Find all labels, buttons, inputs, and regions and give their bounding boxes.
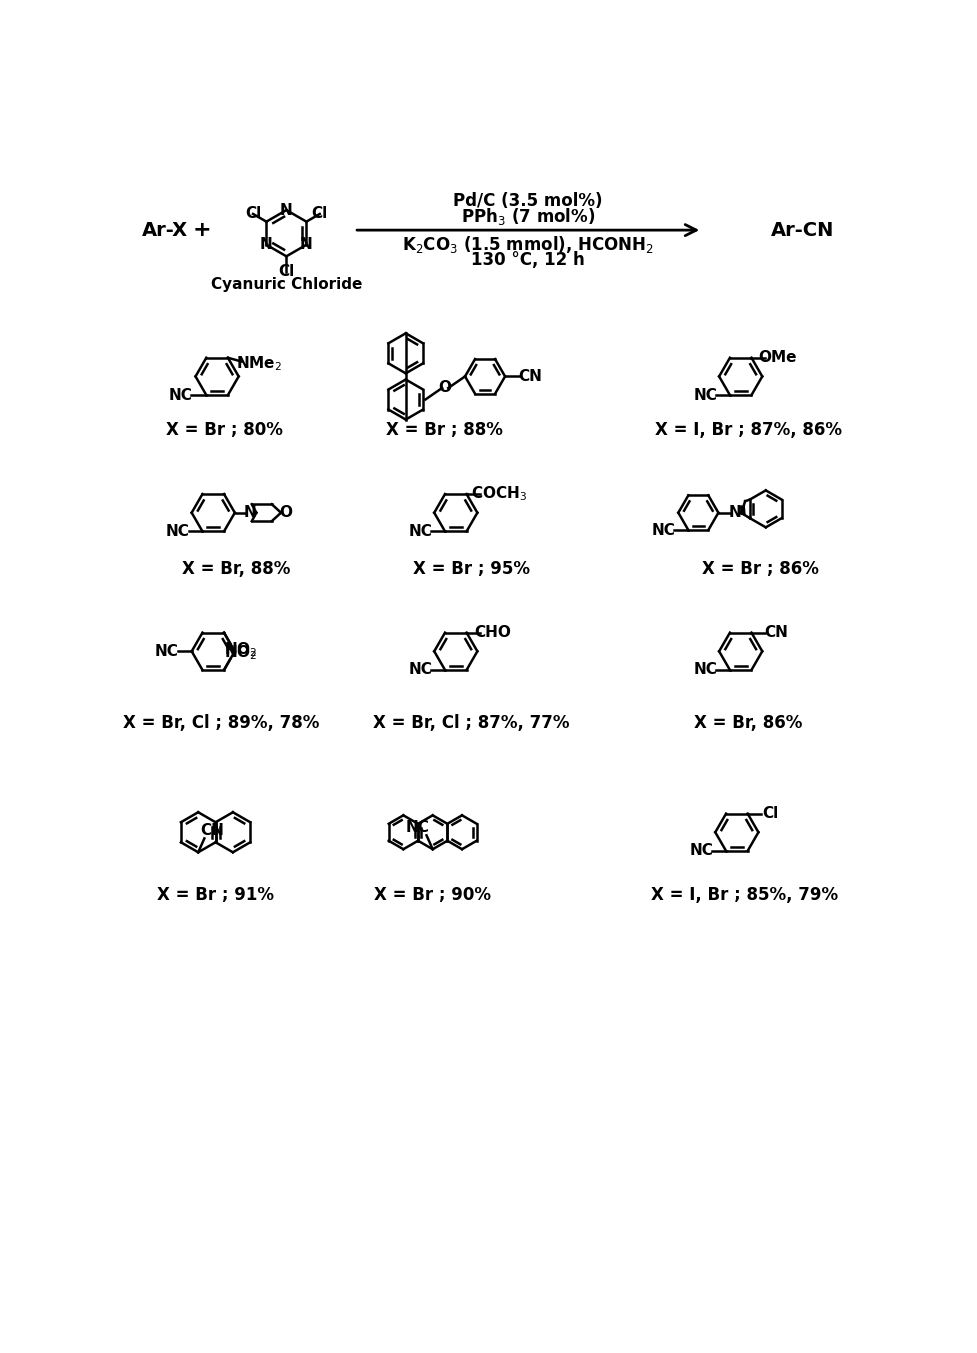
Text: X = Br ; 90%: X = Br ; 90% (374, 886, 490, 904)
Text: CN: CN (763, 625, 787, 640)
Text: Ar-CN: Ar-CN (770, 221, 833, 239)
Text: X = Br, 88%: X = Br, 88% (182, 560, 290, 578)
Text: PPh$_3$ (7 mol%): PPh$_3$ (7 mol%) (460, 206, 595, 227)
Text: NC: NC (693, 663, 716, 678)
Text: NC: NC (408, 524, 432, 538)
Text: N: N (279, 203, 292, 218)
Text: Cyanuric Chloride: Cyanuric Chloride (210, 276, 361, 291)
Text: N: N (260, 237, 273, 252)
Text: X = Br ; 95%: X = Br ; 95% (412, 560, 530, 578)
Text: X = Br ; 91%: X = Br ; 91% (157, 886, 274, 904)
Text: NC: NC (689, 843, 712, 858)
Text: X = Br, Cl ; 87%, 77%: X = Br, Cl ; 87%, 77% (372, 714, 569, 732)
Text: Ar-X: Ar-X (142, 221, 188, 239)
Text: +: + (192, 221, 211, 239)
Text: NC: NC (155, 644, 179, 659)
Text: X = I, Br ; 85%, 79%: X = I, Br ; 85%, 79% (651, 886, 837, 904)
Text: CN: CN (200, 823, 224, 839)
Text: Cl: Cl (244, 207, 261, 222)
Text: NC: NC (408, 663, 432, 678)
Text: 130 °C, 12 h: 130 °C, 12 h (471, 252, 584, 269)
Text: Cl: Cl (762, 806, 778, 821)
Text: N: N (300, 237, 313, 252)
Text: CN: CN (517, 369, 541, 384)
Text: CHO: CHO (474, 625, 511, 640)
Text: O: O (278, 505, 292, 520)
Text: K$_2$CO$_3$ (1.5 mmol), HCONH$_2$: K$_2$CO$_3$ (1.5 mmol), HCONH$_2$ (402, 234, 654, 256)
Text: NC: NC (651, 522, 675, 537)
Text: N: N (243, 505, 256, 520)
Text: X = Br ; 88%: X = Br ; 88% (385, 421, 502, 440)
Text: Cl: Cl (312, 207, 327, 222)
Text: NC: NC (169, 387, 192, 403)
Text: Cl: Cl (278, 264, 294, 279)
Text: Pd/C (3.5 mol%): Pd/C (3.5 mol%) (453, 192, 602, 210)
Text: X = Br ; 86%: X = Br ; 86% (701, 560, 818, 578)
Text: COCH$_3$: COCH$_3$ (470, 484, 527, 503)
Text: X = I, Br ; 87%, 86%: X = I, Br ; 87%, 86% (655, 421, 841, 440)
Text: NMe$_2$: NMe$_2$ (235, 354, 281, 373)
Text: X = Br, 86%: X = Br, 86% (694, 714, 802, 732)
Text: NO$_2$: NO$_2$ (224, 640, 258, 659)
Text: O: O (439, 380, 451, 395)
Text: NC: NC (404, 820, 429, 835)
Text: NC: NC (693, 387, 716, 403)
Text: X = Br ; 80%: X = Br ; 80% (166, 421, 283, 440)
Text: X = Br, Cl ; 89%, 78%: X = Br, Cl ; 89%, 78% (123, 714, 319, 732)
Text: N: N (728, 505, 741, 520)
Text: NC: NC (166, 524, 190, 538)
Text: OMe: OMe (757, 350, 796, 365)
Text: NO$_2$: NO$_2$ (224, 643, 258, 662)
